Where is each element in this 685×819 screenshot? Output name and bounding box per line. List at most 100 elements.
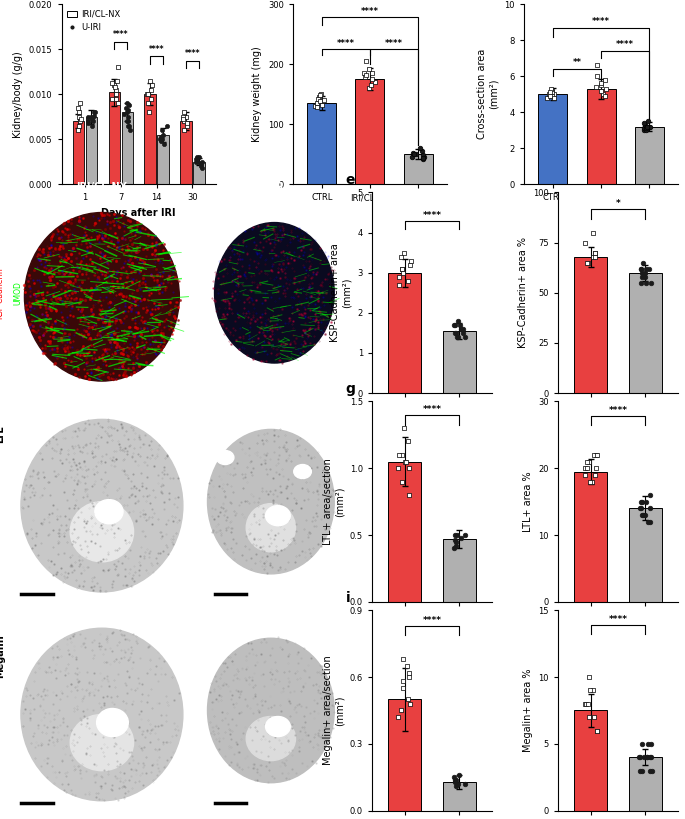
Point: [123, 115, 134, 128]
Text: UMOD: UMOD: [13, 281, 22, 305]
Y-axis label: LTL+ area/section
(mm²): LTL+ area/section (mm²): [323, 458, 345, 545]
Point: [452, 777, 463, 790]
Bar: [538, 94, 567, 184]
Point: [123, 98, 134, 111]
Ellipse shape: [266, 505, 290, 526]
Point: [640, 495, 651, 508]
Point: [73, 106, 84, 119]
Point: [642, 751, 653, 764]
Point: [549, 91, 560, 104]
Point: [157, 124, 168, 137]
Point: [639, 118, 650, 131]
Ellipse shape: [208, 638, 334, 783]
Point: [196, 160, 207, 173]
Point: [196, 158, 207, 171]
Point: [584, 684, 595, 697]
Point: [646, 764, 657, 777]
Point: [393, 462, 404, 475]
Point: [112, 97, 123, 110]
Text: ****: ****: [616, 40, 634, 49]
Point: [179, 106, 190, 119]
Point: [638, 124, 649, 137]
Point: [398, 675, 409, 688]
Point: [123, 103, 134, 116]
Point: [639, 266, 650, 279]
Point: [182, 116, 192, 129]
Point: [408, 147, 419, 161]
Point: [453, 768, 464, 781]
Point: [190, 152, 201, 165]
Point: [182, 119, 192, 132]
Point: [587, 226, 598, 239]
Point: [110, 80, 121, 93]
Point: [450, 539, 461, 552]
Bar: [443, 331, 475, 393]
Point: [73, 101, 84, 114]
Point: [450, 780, 461, 793]
Point: [642, 120, 653, 133]
Y-axis label: Kidney/body (g/g): Kidney/body (g/g): [14, 51, 23, 138]
Point: [397, 262, 408, 275]
Point: [397, 653, 408, 666]
Point: [365, 79, 376, 92]
Point: [86, 119, 97, 132]
Point: [590, 80, 601, 93]
Point: [637, 266, 648, 279]
Point: [459, 330, 470, 343]
Point: [197, 161, 208, 174]
Text: ****: ****: [185, 49, 200, 58]
Point: [451, 330, 462, 343]
Point: [645, 764, 656, 777]
Point: [456, 532, 466, 545]
Point: [314, 91, 325, 104]
Point: [85, 110, 96, 123]
Point: [638, 509, 649, 522]
Point: [597, 88, 608, 101]
Y-axis label: Cross-section area
(mm²): Cross-section area (mm²): [477, 49, 499, 139]
Point: [146, 92, 157, 105]
Point: [582, 697, 593, 710]
Point: [449, 771, 460, 784]
Ellipse shape: [71, 714, 134, 771]
Ellipse shape: [71, 501, 134, 562]
Point: [640, 124, 651, 137]
Text: g: g: [346, 382, 356, 396]
Point: [636, 509, 647, 522]
Text: *: *: [616, 198, 621, 207]
Point: [580, 236, 590, 249]
Point: [75, 97, 86, 110]
Bar: [388, 699, 421, 811]
Bar: [403, 154, 432, 184]
Point: [588, 448, 599, 461]
Text: e: e: [346, 174, 355, 188]
Point: [591, 448, 602, 461]
Point: [399, 455, 410, 468]
Point: [637, 764, 648, 777]
Point: [636, 495, 647, 508]
Point: [449, 773, 460, 786]
Ellipse shape: [97, 708, 128, 736]
Point: [637, 270, 648, 283]
Point: [369, 75, 380, 88]
Point: [636, 495, 647, 508]
Point: [580, 462, 590, 475]
Bar: [109, 93, 120, 184]
Bar: [629, 273, 662, 393]
Point: [417, 152, 428, 165]
Bar: [629, 758, 662, 811]
Bar: [180, 121, 192, 184]
Point: [645, 276, 656, 289]
Bar: [635, 127, 664, 184]
Point: [582, 455, 593, 468]
Ellipse shape: [95, 500, 123, 523]
Point: [451, 528, 462, 541]
Point: [155, 134, 166, 147]
Point: [449, 319, 460, 332]
Text: ****: ****: [337, 39, 355, 48]
Point: [399, 246, 410, 259]
Point: [416, 145, 427, 158]
Point: [643, 262, 654, 275]
Point: [544, 88, 555, 101]
Point: [315, 88, 326, 102]
Bar: [73, 121, 84, 184]
